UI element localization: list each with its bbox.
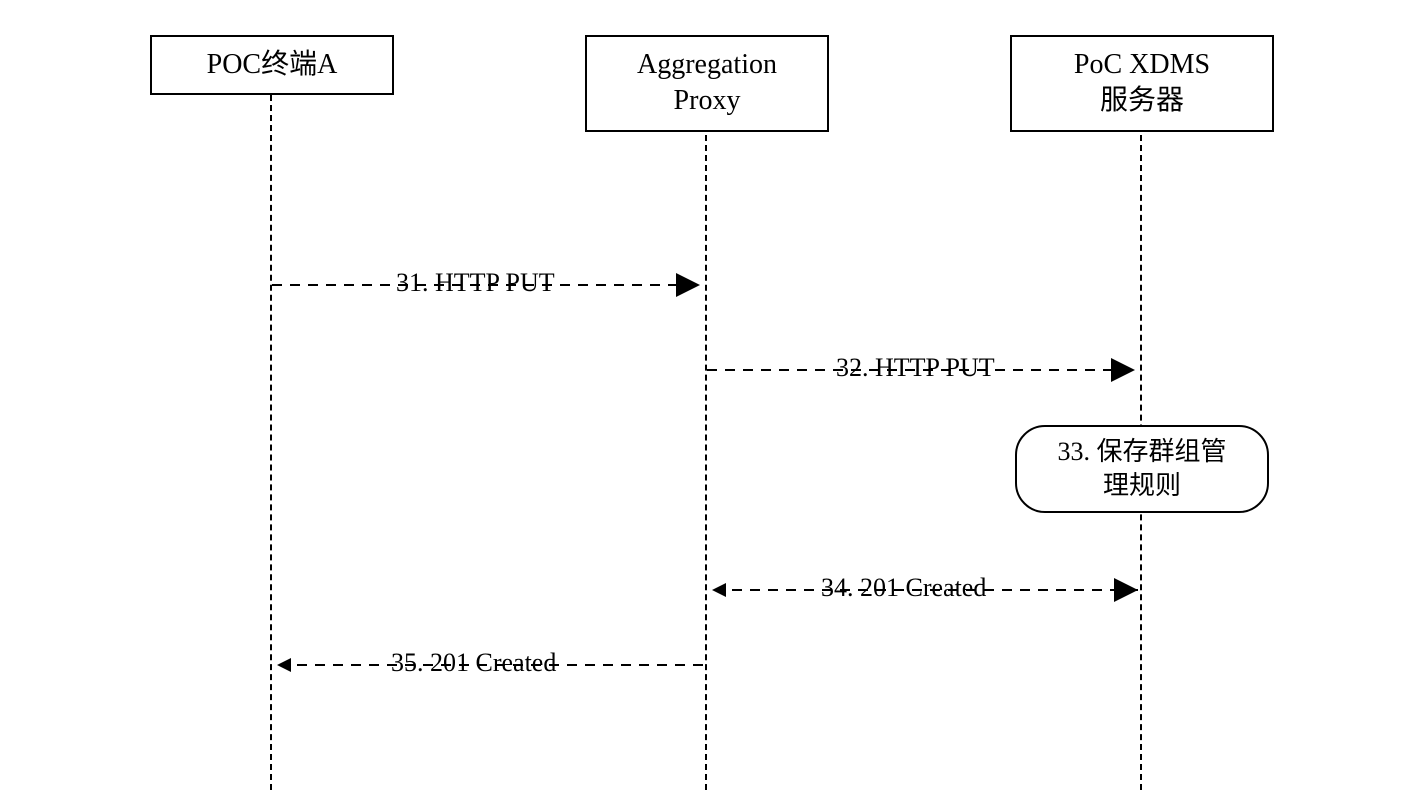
participant-label-line2: 服务器 xyxy=(1100,85,1184,116)
msg-label-34: 34. 201 Created xyxy=(815,573,992,603)
lifeline-a xyxy=(270,95,272,790)
participant-label-line2: Proxy xyxy=(674,85,741,116)
note-line2: 理规则 xyxy=(1103,471,1181,500)
note-line1: 33. 保存群组管 xyxy=(1057,437,1226,466)
participant-label: POC终端A xyxy=(207,49,338,80)
msg-label-31: 31. HTTP PUT xyxy=(390,268,561,298)
participant-poc-terminal-a: POC终端A xyxy=(150,35,394,95)
participant-label-line1: PoC XDMS xyxy=(1074,49,1210,80)
note-save-group-rule: 33. 保存群组管 理规则 xyxy=(1015,425,1269,513)
lifeline-b xyxy=(705,135,707,790)
sequence-diagram: POC终端A Aggregation Proxy PoC XDMS 服务器 xyxy=(0,0,1414,790)
msg-label-35: 35. 201 Created xyxy=(385,648,562,678)
msg-label-32: 32. HTTP PUT xyxy=(830,353,1001,383)
participant-aggregation-proxy: Aggregation Proxy xyxy=(585,35,829,132)
participant-poc-xdms: PoC XDMS 服务器 xyxy=(1010,35,1274,132)
participant-label-line1: Aggregation xyxy=(637,49,777,80)
